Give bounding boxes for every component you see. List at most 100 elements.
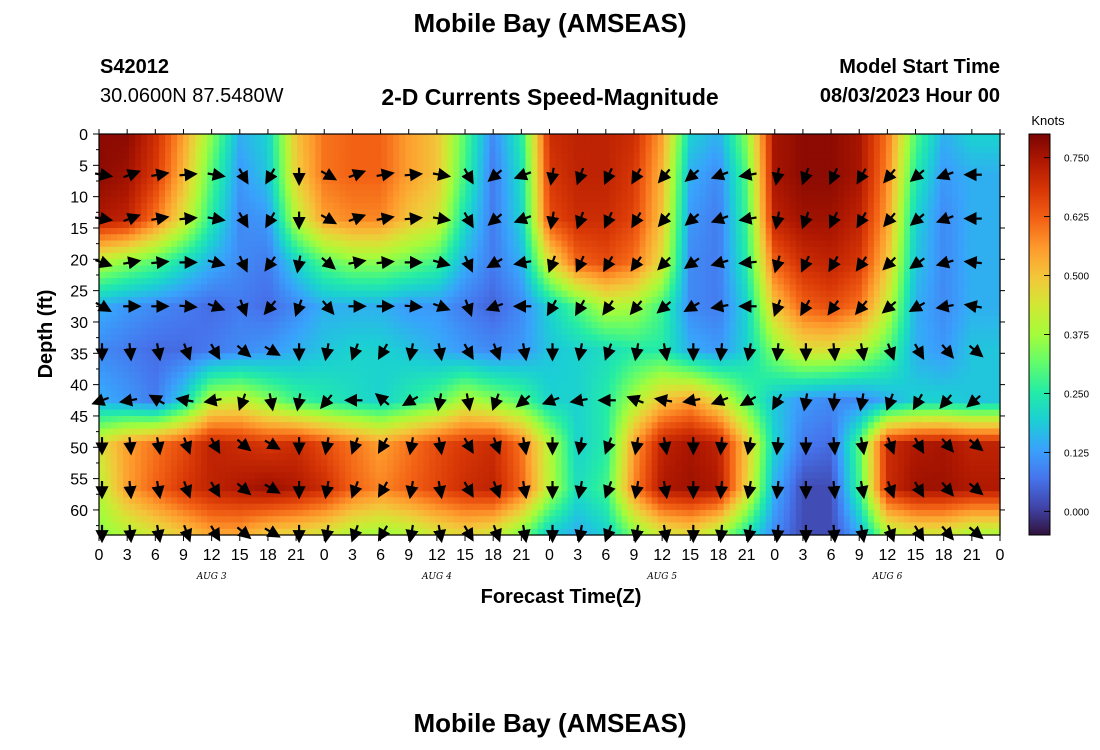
heatmap-cell bbox=[735, 227, 743, 235]
heatmap-cell bbox=[777, 221, 785, 229]
heatmap-cell bbox=[951, 209, 959, 217]
heatmap-cell bbox=[873, 328, 881, 336]
heatmap-cell bbox=[975, 209, 983, 217]
heatmap-cell bbox=[159, 328, 166, 336]
heatmap-cell bbox=[741, 271, 749, 279]
heatmap-cell bbox=[705, 184, 713, 191]
heatmap-cell bbox=[345, 140, 352, 148]
heatmap-cell bbox=[921, 321, 929, 329]
heatmap-cell bbox=[393, 177, 400, 185]
heatmap-cell bbox=[993, 240, 1001, 248]
heatmap-cell bbox=[357, 321, 364, 329]
heatmap-cell bbox=[225, 259, 232, 267]
heatmap-cell bbox=[507, 328, 515, 336]
heatmap-cell bbox=[495, 234, 503, 242]
heatmap-cell bbox=[171, 227, 178, 235]
heatmap-cell bbox=[981, 209, 989, 217]
heatmap-cell bbox=[213, 334, 220, 342]
heatmap-cell bbox=[645, 234, 653, 242]
heatmap-cell bbox=[495, 134, 503, 141]
heatmap-cell bbox=[987, 152, 995, 160]
heatmap-cell bbox=[597, 315, 605, 323]
heatmap-cell bbox=[369, 240, 376, 248]
heatmap-cell bbox=[525, 140, 533, 148]
heatmap-cell bbox=[657, 152, 665, 160]
heatmap-cell bbox=[963, 221, 971, 229]
heatmap-cell bbox=[315, 278, 322, 285]
heatmap-cell bbox=[579, 240, 587, 248]
heatmap-cell bbox=[657, 234, 665, 242]
heatmap-cell bbox=[195, 152, 202, 160]
heatmap-cell bbox=[333, 152, 340, 160]
heatmap-cell bbox=[471, 303, 479, 311]
heatmap-cell bbox=[525, 321, 533, 329]
heatmap-cell bbox=[585, 165, 593, 173]
heatmap-cell bbox=[897, 271, 905, 279]
heatmap-cell bbox=[135, 284, 142, 292]
heatmap-cell bbox=[207, 290, 214, 298]
heatmap-cell bbox=[123, 253, 130, 260]
heatmap-cell bbox=[309, 296, 316, 304]
heatmap-cell bbox=[561, 184, 569, 191]
heatmap-cell bbox=[813, 159, 821, 166]
heatmap-cell bbox=[273, 315, 280, 323]
heatmap-cell bbox=[471, 227, 479, 235]
heatmap-cell bbox=[819, 234, 827, 242]
heatmap-cell bbox=[957, 146, 965, 154]
heatmap-cell bbox=[441, 246, 448, 254]
heatmap-cell bbox=[993, 334, 1001, 342]
heatmap-cell bbox=[399, 221, 406, 229]
heatmap-cell bbox=[807, 177, 815, 185]
heatmap-cell bbox=[933, 234, 941, 242]
heatmap-cell bbox=[531, 321, 539, 329]
heatmap-cell bbox=[693, 134, 701, 141]
heatmap-cell bbox=[525, 278, 533, 285]
heatmap-cell bbox=[801, 334, 809, 342]
heatmap-cell bbox=[855, 284, 863, 292]
heatmap-cell bbox=[957, 165, 965, 173]
heatmap-cell bbox=[303, 328, 310, 336]
heatmap-cell bbox=[837, 177, 845, 185]
heatmap-cell bbox=[141, 134, 148, 141]
heatmap-cell bbox=[573, 234, 581, 242]
heatmap-cell bbox=[183, 309, 190, 317]
heatmap-cell bbox=[639, 209, 647, 217]
heatmap-cell bbox=[819, 177, 827, 185]
heatmap-cell bbox=[441, 296, 448, 304]
heatmap-cell bbox=[375, 328, 382, 336]
heatmap-cell bbox=[969, 284, 977, 292]
heatmap-cell bbox=[537, 184, 545, 191]
heatmap-cell bbox=[975, 246, 983, 254]
heatmap-cell bbox=[921, 159, 929, 166]
heatmap-cell bbox=[201, 209, 208, 217]
heatmap-cell bbox=[513, 146, 521, 154]
heatmap-cell bbox=[315, 315, 322, 323]
heatmap-cell bbox=[909, 140, 917, 148]
heatmap-cell bbox=[195, 196, 202, 204]
heatmap-cell bbox=[909, 165, 917, 173]
heatmap-cell bbox=[399, 334, 406, 342]
heatmap-cell bbox=[435, 184, 442, 191]
heatmap-cell bbox=[585, 246, 593, 254]
heatmap-cell bbox=[141, 334, 148, 342]
heatmap-cell bbox=[177, 340, 184, 348]
heatmap-cell bbox=[501, 184, 509, 191]
heatmap-cell bbox=[939, 134, 947, 141]
heatmap-cell bbox=[273, 196, 280, 204]
heatmap-cell bbox=[417, 271, 424, 279]
heatmap-cell bbox=[243, 253, 250, 260]
heatmap-cell bbox=[183, 146, 190, 154]
heatmap-cell bbox=[459, 328, 467, 336]
heatmap-cell bbox=[915, 227, 923, 235]
heatmap-cell bbox=[513, 284, 521, 292]
heatmap-cell bbox=[177, 165, 184, 173]
heatmap-cell bbox=[159, 134, 166, 141]
heatmap-cell bbox=[363, 190, 370, 198]
heatmap-cell bbox=[303, 184, 310, 191]
heatmap-cell bbox=[453, 328, 460, 336]
heatmap-cell bbox=[585, 328, 593, 336]
heatmap-cell bbox=[909, 253, 917, 260]
heatmap-cell bbox=[801, 227, 809, 235]
heatmap-cell bbox=[675, 171, 683, 179]
heatmap-cell bbox=[891, 140, 899, 148]
